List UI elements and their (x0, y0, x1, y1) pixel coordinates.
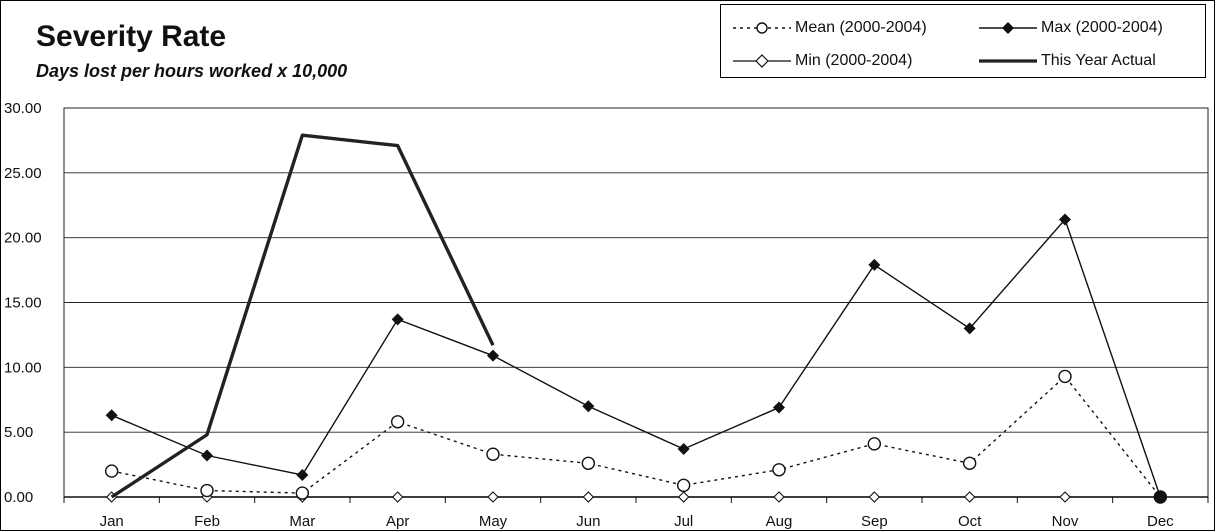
series-line-mean (111, 375, 1161, 498)
legend-label-max: Max (2000-2004) (1041, 19, 1163, 36)
chart-title: Severity Rate (36, 20, 227, 53)
point-mean (962, 456, 977, 470)
point-max (201, 449, 213, 462)
point-mean (581, 456, 596, 470)
chart-legend: Mean (2000-2004) Max (2000-2004) Min (20… (720, 4, 1206, 78)
y-tick-label: 20.00 (4, 230, 42, 247)
y-tick-label: 10.00 (4, 359, 42, 376)
legend-label-mean: Mean (2000-2004) (795, 19, 927, 36)
x-tick-label: Jan (100, 513, 124, 530)
y-tick-label: 30.00 (4, 100, 42, 117)
point-mean (1058, 369, 1072, 384)
series-line-this-year (110, 133, 495, 499)
y-tick-label: 15.00 (4, 295, 42, 312)
legend-swatch-this-year (979, 59, 1037, 63)
x-tick-label: Apr (386, 513, 409, 530)
x-tick-label: Nov (1052, 513, 1079, 530)
legend-item-mean: Mean (2000-2004) (731, 17, 927, 39)
y-tick-label: 5.00 (4, 424, 33, 441)
point-min (868, 491, 881, 503)
point-min (391, 491, 404, 503)
series-line-max (111, 218, 1161, 498)
point-min (1059, 491, 1071, 503)
point-min (487, 491, 499, 503)
point-mean (486, 447, 500, 461)
x-tick-label: May (479, 513, 508, 530)
point-mean (676, 478, 691, 493)
legend-item-min: Min (2000-2004) (731, 50, 912, 72)
point-max (105, 409, 118, 422)
point-mean (295, 486, 310, 500)
point-mean (772, 463, 786, 477)
point-mean (390, 415, 405, 429)
point-mean (104, 464, 119, 478)
point-min (677, 491, 690, 503)
legend-label-min: Min (2000-2004) (795, 52, 913, 69)
point-max (296, 468, 309, 481)
point-mean (867, 437, 882, 451)
legend-swatch-max (979, 22, 1037, 34)
x-tick-label: Aug (766, 513, 793, 530)
point-dec-overlap (1153, 490, 1167, 504)
x-tick-label: Oct (958, 513, 982, 530)
x-tick-label: Mar (289, 513, 315, 530)
y-tick-label: 25.00 (4, 165, 42, 182)
point-min (963, 491, 976, 503)
x-tick-label: Feb (194, 513, 220, 530)
point-mean (200, 483, 214, 498)
point-max (677, 443, 690, 456)
x-tick-label: Sep (861, 513, 888, 530)
point-max (963, 322, 976, 335)
legend-item-this-year: This Year Actual (977, 50, 1156, 72)
point-min (773, 491, 785, 503)
point-max (773, 401, 785, 414)
x-tick-label: Dec (1147, 513, 1174, 530)
point-max (582, 400, 595, 413)
point-max (1059, 213, 1071, 226)
y-tick-label: 0.00 (4, 489, 33, 506)
chart-subtitle: Days lost per hours worked x 10,000 (36, 61, 348, 81)
legend-swatch-min (733, 54, 791, 68)
x-tick-label: Jun (576, 513, 600, 530)
legend-label-this-year: This Year Actual (1041, 52, 1156, 69)
point-max (391, 313, 404, 326)
point-max (868, 258, 881, 271)
legend-swatch-mean (733, 22, 791, 34)
x-tick-label: Jul (674, 513, 693, 530)
point-min (582, 491, 595, 503)
point-max (487, 349, 499, 362)
legend-item-max: Max (2000-2004) (977, 17, 1163, 39)
